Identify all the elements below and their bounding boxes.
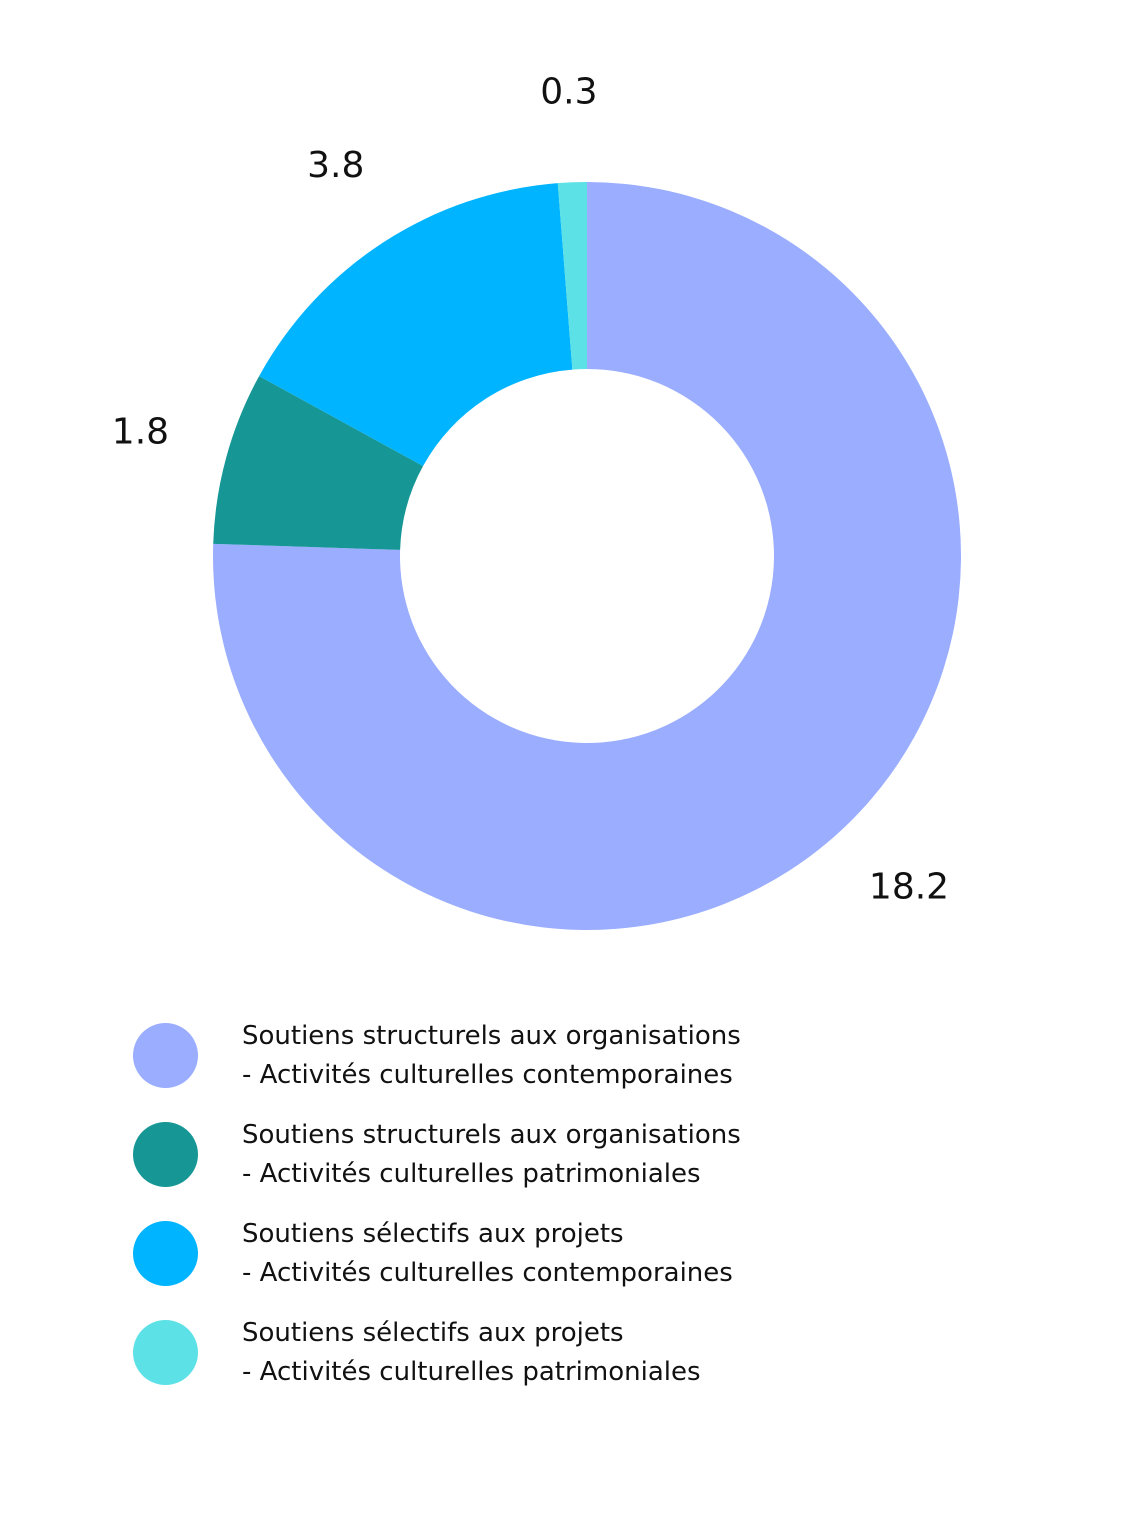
- donut-slices: [212, 182, 961, 931]
- data-labels: 18.2 1.8 3.8 0.3: [112, 71, 949, 907]
- legend: Soutiens structurels aux organisations -…: [133, 1006, 1033, 1402]
- legend-label-line-2: - Activités culturelles patrimoniales: [242, 1356, 701, 1387]
- legend-label-line-2: - Activités culturelles contemporaines: [242, 1257, 733, 1288]
- legend-label-line-2: - Activités culturelles patrimoniales: [242, 1158, 701, 1189]
- legend-item-selectifs-patrimoniales: Soutiens sélectifs aux projets - Activit…: [133, 1303, 1033, 1402]
- data-label: 18.2: [869, 867, 949, 908]
- donut-slice: [259, 183, 573, 467]
- legend-swatch: [133, 1221, 198, 1286]
- donut-slice: [212, 182, 961, 931]
- legend-label: Soutiens structurels aux organisations -…: [242, 1017, 741, 1095]
- data-label: 0.3: [540, 71, 597, 112]
- legend-item-structurels-contemporaines: Soutiens structurels aux organisations -…: [133, 1006, 1033, 1105]
- donut-slice: [557, 182, 587, 370]
- data-label: 1.8: [112, 412, 169, 453]
- legend-swatch: [133, 1320, 198, 1385]
- legend-swatch: [133, 1122, 198, 1187]
- legend-swatch: [133, 1023, 198, 1088]
- legend-label-line-1: Soutiens structurels aux organisations: [242, 1119, 741, 1150]
- legend-label: Soutiens structurels aux organisations -…: [242, 1116, 741, 1194]
- legend-label: Soutiens sélectifs aux projets - Activit…: [242, 1215, 733, 1293]
- legend-item-selectifs-contemporaines: Soutiens sélectifs aux projets - Activit…: [133, 1204, 1033, 1303]
- legend-label: Soutiens sélectifs aux projets - Activit…: [242, 1314, 701, 1392]
- donut-slice: [213, 376, 424, 550]
- legend-item-structurels-patrimoniales: Soutiens structurels aux organisations -…: [133, 1105, 1033, 1204]
- legend-label-line-2: - Activités culturelles contemporaines: [242, 1059, 733, 1090]
- legend-label-line-1: Soutiens structurels aux organisations: [242, 1020, 741, 1051]
- legend-label-line-1: Soutiens sélectifs aux projets: [242, 1317, 624, 1348]
- donut-chart: 18.2 1.8 3.8 0.3: [112, 71, 961, 931]
- data-label: 3.8: [307, 145, 364, 186]
- legend-label-line-1: Soutiens sélectifs aux projets: [242, 1218, 624, 1249]
